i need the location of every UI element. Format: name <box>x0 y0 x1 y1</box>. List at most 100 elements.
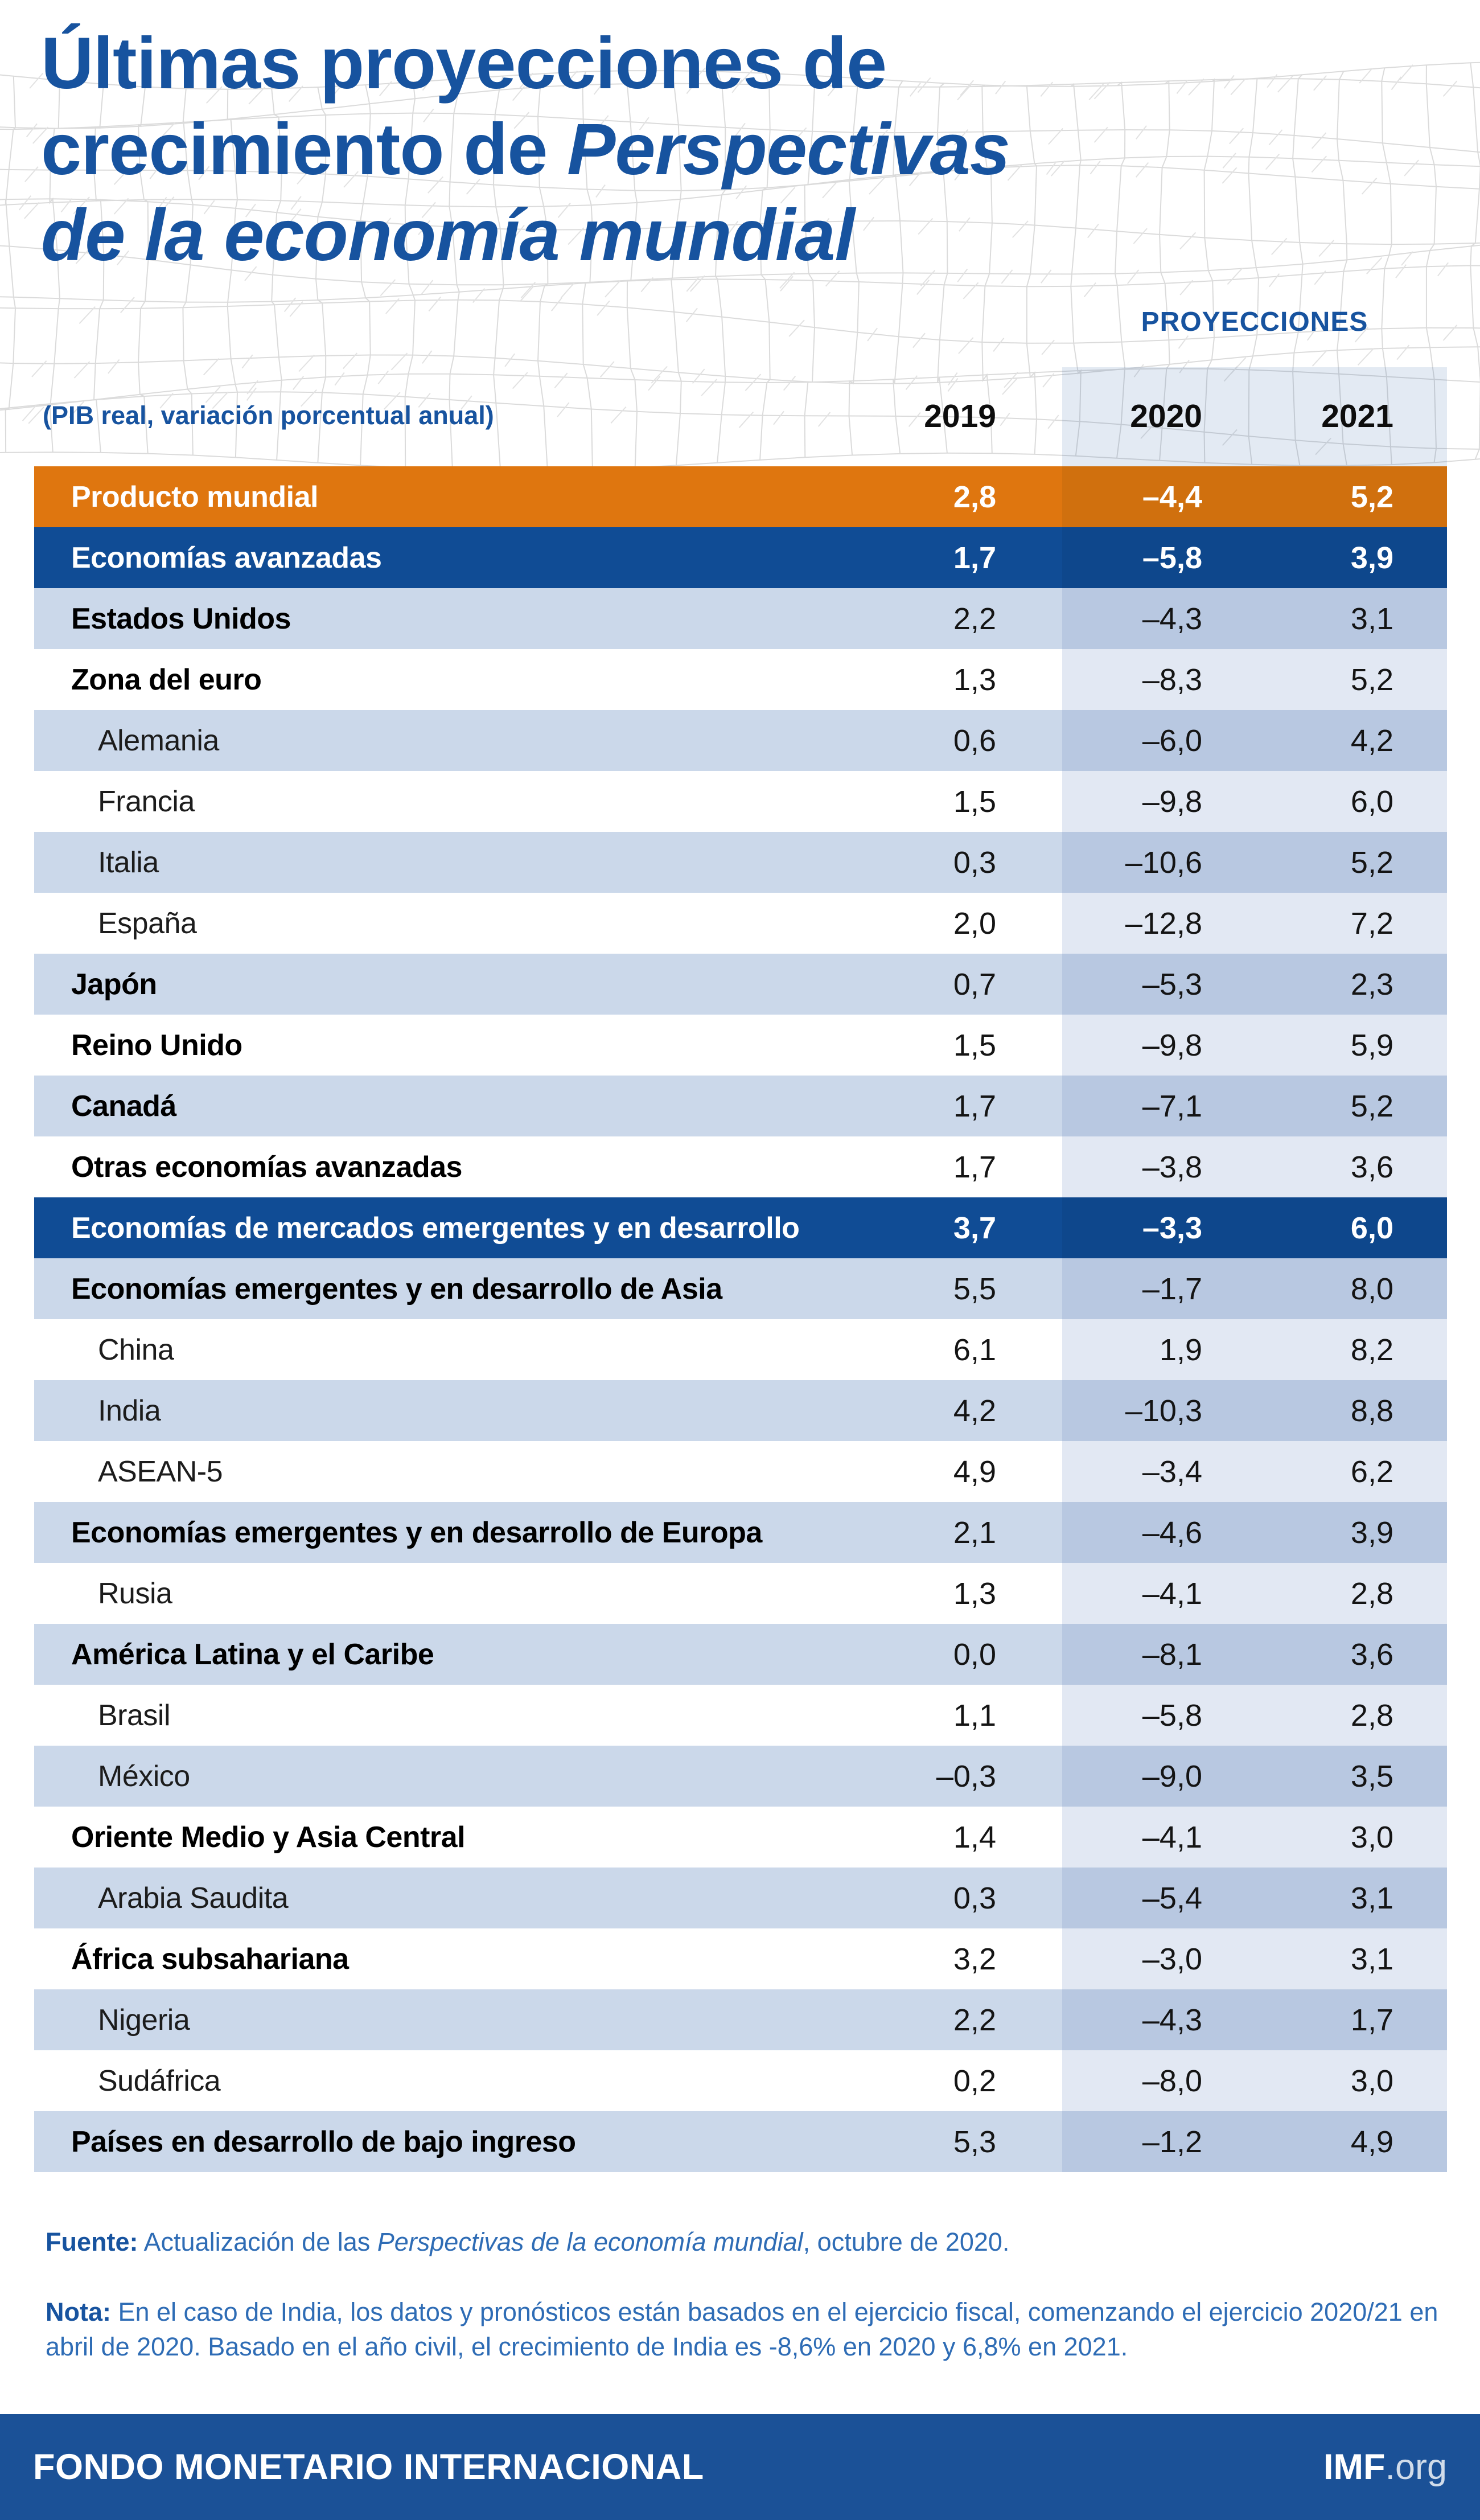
value-2020: –4,3 <box>1142 2002 1202 2037</box>
table-row: ASEAN-5 4,9 –3,4 6,2 <box>34 1441 1447 1502</box>
value-2021: 3,5 <box>1350 1759 1393 1793</box>
projection-band-cell <box>1062 710 1447 771</box>
value-2020: –9,8 <box>1142 784 1202 819</box>
value-2021: 3,9 <box>1350 540 1393 575</box>
projection-band-cell <box>1062 1441 1447 1502</box>
row-label: ASEAN-5 <box>98 1455 223 1488</box>
table-row: Nigeria 2,2 –4,3 1,7 <box>34 1989 1447 2050</box>
table-row: Producto mundial 2,8 –4,4 5,2 <box>34 466 1447 527</box>
row-label: India <box>98 1394 161 1427</box>
projections-label: PROYECCIONES <box>1141 307 1368 337</box>
page-title: Últimas proyecciones de crecimiento de P… <box>41 20 1010 278</box>
table-row: China 6,1 1,9 8,2 <box>34 1319 1447 1380</box>
projection-band-cell <box>1062 771 1447 832</box>
table-row: Economías avanzadas 1,7 –5,8 3,9 <box>34 527 1447 588</box>
value-2021: 3,9 <box>1350 1515 1393 1550</box>
footer-url: IMF.org <box>1323 2447 1447 2488</box>
value-2021: 6,0 <box>1350 784 1393 819</box>
source-text-suffix: , octubre de 2020. <box>803 2227 1010 2256</box>
row-label: Francia <box>98 785 195 818</box>
projection-band-cell <box>1062 466 1447 527</box>
table-row: Francia 1,5 –9,8 6,0 <box>34 771 1447 832</box>
table-row: Economías de mercados emergentes y en de… <box>34 1197 1447 1258</box>
value-2021: 3,0 <box>1350 1820 1393 1854</box>
projection-band-cell <box>1062 1624 1447 1685</box>
note-text: En el caso de India, los datos y pronóst… <box>46 2297 1438 2361</box>
row-label: Economías emergentes y en desarrollo de … <box>71 1272 722 1306</box>
value-2020: –9,8 <box>1142 1028 1202 1062</box>
value-2019: 4,2 <box>953 1393 996 1428</box>
projection-band-cell <box>1062 893 1447 954</box>
value-2019: 6,1 <box>953 1332 996 1367</box>
projection-band-cell <box>1062 588 1447 649</box>
year-header-2020: 2020 <box>1130 398 1202 434</box>
value-2020: –10,3 <box>1125 1393 1202 1428</box>
table-row: México –0,3 –9,0 3,5 <box>34 1746 1447 1807</box>
value-2021: 4,9 <box>1350 2124 1393 2159</box>
projection-band-cell <box>1062 1258 1447 1319</box>
note-line: Nota: En el caso de India, los datos y p… <box>46 2295 1446 2364</box>
row-label: Nigeria <box>98 2003 190 2037</box>
value-2020: –3,4 <box>1142 1454 1202 1489</box>
value-2020: –7,1 <box>1142 1089 1202 1123</box>
table-row: Alemania 0,6 –6,0 4,2 <box>34 710 1447 771</box>
value-2019: 0,2 <box>953 2063 996 2098</box>
value-2020: –3,8 <box>1142 1150 1202 1184</box>
value-2019: 3,7 <box>953 1210 996 1245</box>
value-2020: –3,0 <box>1142 1942 1202 1976</box>
year-header-2021: 2021 <box>1321 398 1393 434</box>
value-2019: 2,2 <box>953 601 996 636</box>
unit-label: (PIB real, variación porcentual anual) <box>43 401 494 430</box>
projection-band-cell <box>1062 1197 1447 1258</box>
projection-band-cell <box>1062 1685 1447 1746</box>
value-2020: –12,8 <box>1125 906 1202 941</box>
value-2021: 5,2 <box>1350 662 1393 697</box>
table-row: Canadá 1,7 –7,1 5,2 <box>34 1076 1447 1136</box>
table-row: Brasil 1,1 –5,8 2,8 <box>34 1685 1447 1746</box>
value-2021: 3,1 <box>1350 601 1393 636</box>
value-2019: 0,6 <box>953 723 996 758</box>
projection-band-cell <box>1062 1076 1447 1136</box>
source-text-prefix: Actualización de las <box>138 2227 377 2256</box>
value-2021: 5,2 <box>1350 845 1393 880</box>
value-2021: 5,9 <box>1350 1028 1393 1062</box>
row-label: España <box>98 906 197 940</box>
table-row: Economías emergentes y en desarrollo de … <box>34 1258 1447 1319</box>
value-2020: –6,0 <box>1142 723 1202 758</box>
title-line-2-regular: crecimiento de <box>41 109 567 190</box>
value-2020: –4,4 <box>1142 479 1202 514</box>
projection-band-cell <box>1062 1746 1447 1807</box>
value-2020: –4,6 <box>1142 1515 1202 1550</box>
row-label: Reino Unido <box>71 1028 242 1062</box>
row-label: Rusia <box>98 1577 172 1610</box>
projection-band-cell <box>1062 832 1447 893</box>
year-header-2019: 2019 <box>924 398 996 434</box>
value-2019: 1,7 <box>953 1150 996 1184</box>
row-label: América Latina y el Caribe <box>71 1637 434 1671</box>
projection-band-cell <box>1062 2111 1447 2172</box>
value-2019: 1,7 <box>953 1089 996 1123</box>
projection-band-cell <box>1062 1136 1447 1197</box>
value-2020: –1,2 <box>1142 2124 1202 2159</box>
row-label: Italia <box>98 846 159 879</box>
table-row: Economías emergentes y en desarrollo de … <box>34 1502 1447 1563</box>
value-2019: 1,5 <box>953 1028 996 1062</box>
projection-band-cell <box>1062 1807 1447 1868</box>
title-line-3: de la economía mundial <box>41 192 1010 278</box>
row-label: Economías emergentes y en desarrollo de … <box>71 1516 762 1549</box>
value-2021: 3,6 <box>1350 1150 1393 1184</box>
value-2019: 1,4 <box>953 1820 996 1854</box>
table-row: España 2,0 –12,8 7,2 <box>34 893 1447 954</box>
row-label: Economías avanzadas <box>71 541 382 574</box>
row-label: Zona del euro <box>71 663 262 696</box>
value-2021: 3,1 <box>1350 1942 1393 1976</box>
row-label: México <box>98 1759 190 1793</box>
row-label: Canadá <box>71 1089 176 1123</box>
footer-org-name: FONDO MONETARIO INTERNACIONAL <box>33 2447 704 2487</box>
value-2020: –1,7 <box>1142 1271 1202 1306</box>
title-line-1: Últimas proyecciones de <box>41 23 887 104</box>
value-2019: 3,2 <box>953 1942 996 1976</box>
projection-band-cell <box>1062 1380 1447 1441</box>
table-row: Italia 0,3 –10,6 5,2 <box>34 832 1447 893</box>
value-2020: –5,8 <box>1142 540 1202 575</box>
